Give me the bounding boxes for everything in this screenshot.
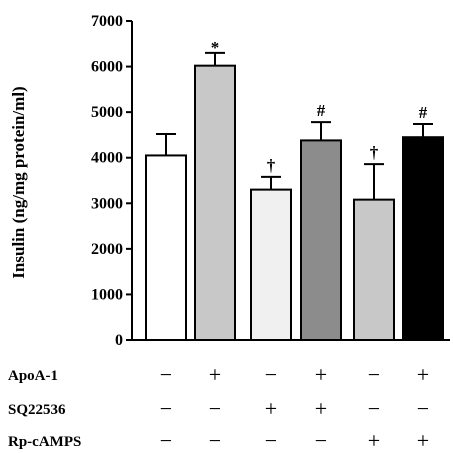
condition-label: ApoA-1: [8, 368, 58, 384]
bar: [402, 136, 444, 341]
y-axis-label: Insulin (ng/mg protein/ml): [9, 86, 28, 278]
plus-sign: +: [315, 362, 327, 387]
y-tick-label: 4000: [91, 150, 123, 167]
significance-marker: *: [211, 38, 220, 57]
minus-sign: −: [265, 428, 277, 453]
y-tick-label: 5000: [91, 104, 123, 121]
condition-label: SQ22536: [8, 402, 66, 418]
bar: [300, 139, 342, 341]
significance-marker: #: [317, 101, 326, 120]
minus-sign: −: [368, 362, 380, 387]
y-tick-label: 7000: [91, 13, 123, 30]
minus-sign: −: [209, 428, 221, 453]
bars: [145, 51, 444, 341]
plus-sign: +: [417, 362, 429, 387]
minus-sign: −: [315, 428, 327, 453]
y-tick-label: 3000: [91, 195, 123, 212]
plus-sign: +: [315, 396, 327, 421]
plus-sign: +: [417, 428, 429, 453]
minus-sign: −: [368, 396, 380, 421]
significance-marker: †: [267, 156, 276, 175]
bar: [194, 64, 236, 341]
minus-sign: −: [160, 396, 172, 421]
significance-marker: #: [419, 103, 428, 122]
bar: [145, 154, 187, 341]
bar: [250, 188, 292, 341]
minus-sign: −: [265, 362, 277, 387]
condition-label: Rp-cAMPS: [8, 434, 81, 450]
plus-sign: +: [265, 396, 277, 421]
bar: [353, 198, 395, 341]
labels: * † # † # ApoA-1 − + − + − + SQ22536 − − + + − − Rp-cAMPS − −…: [8, 38, 429, 453]
significance-marker: †: [370, 143, 379, 162]
y-tick-label: 1000: [91, 286, 123, 303]
y-tick-label: 0: [115, 332, 123, 349]
axes: 0 1000 2000 3000 4000 5000 6000 7000 Insulin (ng…: [9, 13, 450, 349]
y-tick-label: 6000: [91, 59, 123, 76]
minus-sign: −: [209, 396, 221, 421]
minus-sign: −: [160, 428, 172, 453]
y-tick-label: 2000: [91, 241, 123, 258]
minus-sign: −: [160, 362, 172, 387]
plus-sign: +: [368, 428, 380, 453]
plus-sign: +: [209, 362, 221, 387]
minus-sign: −: [417, 396, 429, 421]
